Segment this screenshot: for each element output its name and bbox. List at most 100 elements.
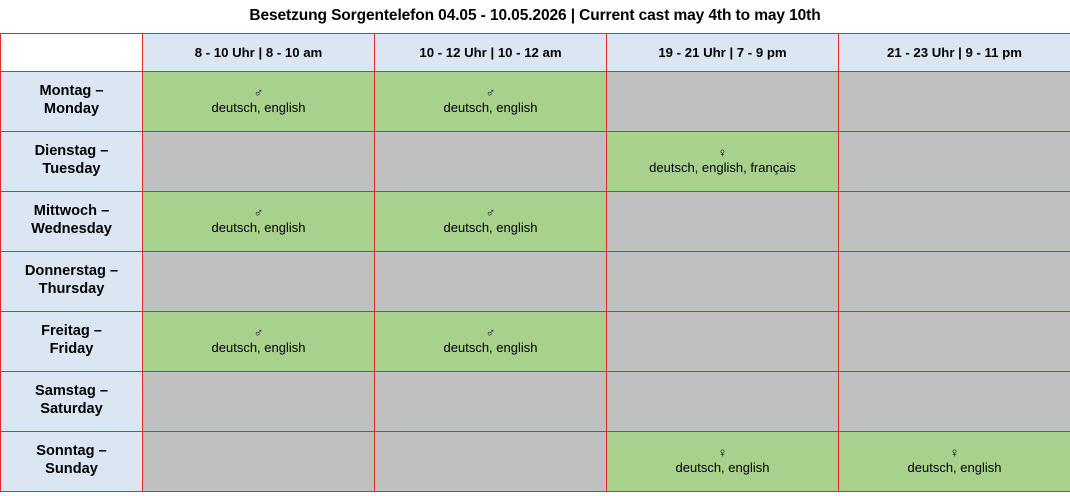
shift-cell-empty bbox=[143, 252, 374, 311]
shift-cell-content: ♀ deutsch, english bbox=[607, 432, 838, 491]
day-label-en: Friday bbox=[49, 341, 94, 357]
male-symbol-icon: ♂ bbox=[485, 85, 496, 101]
schedule-table: 8 - 10 Uhr | 8 - 10 am 10 - 12 Uhr | 10 … bbox=[0, 32, 1070, 492]
shift-cell-unavailable[interactable] bbox=[606, 70, 839, 132]
shift-cell-unavailable[interactable] bbox=[606, 250, 839, 312]
shift-cell-unavailable[interactable] bbox=[142, 250, 375, 312]
shift-cell-empty bbox=[607, 312, 838, 371]
female-symbol-icon: ♀ bbox=[717, 445, 728, 461]
female-symbol-icon: ♀ bbox=[949, 445, 960, 461]
day-label-de: Samstag – bbox=[34, 383, 108, 400]
shift-cell-empty bbox=[143, 372, 374, 431]
corner-cell bbox=[0, 32, 143, 72]
shift-cell-empty bbox=[607, 72, 838, 131]
shift-cell-unavailable[interactable] bbox=[838, 190, 1070, 252]
column-header-slot-1: 8 - 10 Uhr | 8 - 10 am bbox=[142, 32, 375, 72]
shift-cell-empty bbox=[375, 252, 606, 311]
shift-cell-unavailable[interactable] bbox=[838, 130, 1070, 192]
shift-languages: deutsch, english, français bbox=[649, 160, 796, 176]
day-label-de: Montag – bbox=[39, 83, 104, 100]
shift-cell-empty bbox=[375, 432, 606, 491]
shift-cell-empty bbox=[375, 132, 606, 191]
table-row: Freitag – Friday ♂ deutsch, english ♂ deutsch… bbox=[0, 310, 1070, 372]
table-row: Samstag – Saturday bbox=[0, 370, 1070, 432]
shift-cell-unavailable[interactable] bbox=[838, 370, 1070, 432]
shift-cell-content: ♂ deutsch, english bbox=[143, 72, 374, 131]
day-label-cell: Donnerstag – Thursday bbox=[0, 250, 143, 312]
shift-cell-unavailable[interactable] bbox=[142, 430, 375, 492]
table-row: Mittwoch – Wednesday ♂ deutsch, english ♂ deu… bbox=[0, 190, 1070, 252]
table-row: Donnerstag – Thursday bbox=[0, 250, 1070, 312]
shift-cell-available[interactable]: ♀ deutsch, english bbox=[838, 430, 1070, 492]
shift-cell-unavailable[interactable] bbox=[606, 310, 839, 372]
shift-cell-content: ♂ deutsch, english bbox=[375, 72, 606, 131]
shift-cell-unavailable[interactable] bbox=[838, 70, 1070, 132]
day-label-de: Sonntag – bbox=[36, 443, 107, 460]
shift-languages: deutsch, english bbox=[443, 100, 538, 116]
shift-languages: deutsch, english bbox=[211, 220, 306, 236]
shift-cell-empty bbox=[143, 132, 374, 191]
shift-cell-available[interactable]: ♀ deutsch, english, français bbox=[606, 130, 839, 192]
male-symbol-icon: ♂ bbox=[253, 205, 264, 221]
table-body: Montag – Monday ♂ deutsch, english ♂ deutsch,… bbox=[0, 70, 1070, 492]
shift-cell-unavailable[interactable] bbox=[374, 430, 607, 492]
shift-cell-empty bbox=[839, 72, 1070, 131]
column-header-slot-2: 10 - 12 Uhr | 10 - 12 am bbox=[374, 32, 607, 72]
shift-cell-unavailable[interactable] bbox=[142, 130, 375, 192]
shift-cell-available[interactable]: ♂ deutsch, english bbox=[142, 70, 375, 132]
day-label-de: Dienstag – bbox=[34, 143, 109, 160]
shift-cell-empty bbox=[839, 192, 1070, 251]
day-label-cell: Montag – Monday bbox=[0, 70, 143, 132]
shift-cell-unavailable[interactable] bbox=[838, 250, 1070, 312]
shift-languages: deutsch, english bbox=[211, 340, 306, 356]
shift-cell-empty bbox=[839, 312, 1070, 371]
day-label-en: Thursday bbox=[38, 281, 105, 297]
day-label-de: Mittwoch – bbox=[33, 203, 110, 220]
shift-cell-available[interactable]: ♂ deutsch, english bbox=[142, 190, 375, 252]
shift-cell-available[interactable]: ♀ deutsch, english bbox=[606, 430, 839, 492]
shift-cell-content: ♂ deutsch, english bbox=[143, 312, 374, 371]
day-label-en: Tuesday bbox=[42, 161, 101, 177]
column-header-slot-3: 19 - 21 Uhr | 7 - 9 pm bbox=[606, 32, 839, 72]
shift-cell-content: ♀ deutsch, english, français bbox=[607, 132, 838, 191]
shift-cell-unavailable[interactable] bbox=[606, 370, 839, 432]
day-label-en: Wednesday bbox=[31, 221, 112, 237]
shift-languages: deutsch, english bbox=[443, 220, 538, 236]
shift-cell-unavailable[interactable] bbox=[374, 130, 607, 192]
male-symbol-icon: ♂ bbox=[253, 85, 264, 101]
day-label-cell: Dienstag – Tuesday bbox=[0, 130, 143, 192]
shift-cell-content: ♀ deutsch, english bbox=[839, 432, 1070, 491]
shift-cell-content: ♂ deutsch, english bbox=[375, 312, 606, 371]
day-label-cell: Sonntag – Sunday bbox=[0, 430, 143, 492]
shift-cell-unavailable[interactable] bbox=[838, 310, 1070, 372]
male-symbol-icon: ♂ bbox=[485, 205, 496, 221]
day-label-en: Saturday bbox=[40, 401, 103, 417]
shift-cell-empty bbox=[375, 372, 606, 431]
column-header-slot-4: 21 - 23 Uhr | 9 - 11 pm bbox=[838, 32, 1070, 72]
shift-cell-available[interactable]: ♂ deutsch, english bbox=[374, 310, 607, 372]
shift-languages: deutsch, english bbox=[211, 100, 306, 116]
header-row: 8 - 10 Uhr | 8 - 10 am 10 - 12 Uhr | 10 … bbox=[0, 32, 1070, 72]
day-label-cell: Samstag – Saturday bbox=[0, 370, 143, 432]
shift-cell-content: ♂ deutsch, english bbox=[375, 192, 606, 251]
shift-cell-unavailable[interactable] bbox=[142, 370, 375, 432]
shift-cell-unavailable[interactable] bbox=[374, 370, 607, 432]
shift-languages: deutsch, english bbox=[443, 340, 538, 356]
male-symbol-icon: ♂ bbox=[253, 325, 264, 341]
shift-cell-empty bbox=[839, 132, 1070, 191]
day-label-de: Freitag – bbox=[41, 323, 102, 340]
shift-cell-available[interactable]: ♂ deutsch, english bbox=[374, 70, 607, 132]
table-row: Dienstag – Tuesday ♀ deutsch, english, fran… bbox=[0, 130, 1070, 192]
shift-cell-unavailable[interactable] bbox=[606, 190, 839, 252]
shift-languages: deutsch, english bbox=[675, 460, 770, 476]
shift-cell-available[interactable]: ♂ deutsch, english bbox=[142, 310, 375, 372]
day-label-en: Monday bbox=[43, 101, 100, 117]
shift-languages: deutsch, english bbox=[907, 460, 1002, 476]
shift-cell-available[interactable]: ♂ deutsch, english bbox=[374, 190, 607, 252]
table-header: 8 - 10 Uhr | 8 - 10 am 10 - 12 Uhr | 10 … bbox=[0, 32, 1070, 72]
day-label-de: Donnerstag – bbox=[24, 263, 119, 280]
table-row: Montag – Monday ♂ deutsch, english ♂ deutsch,… bbox=[0, 70, 1070, 132]
shift-cell-empty bbox=[839, 252, 1070, 311]
shift-cell-unavailable[interactable] bbox=[374, 250, 607, 312]
